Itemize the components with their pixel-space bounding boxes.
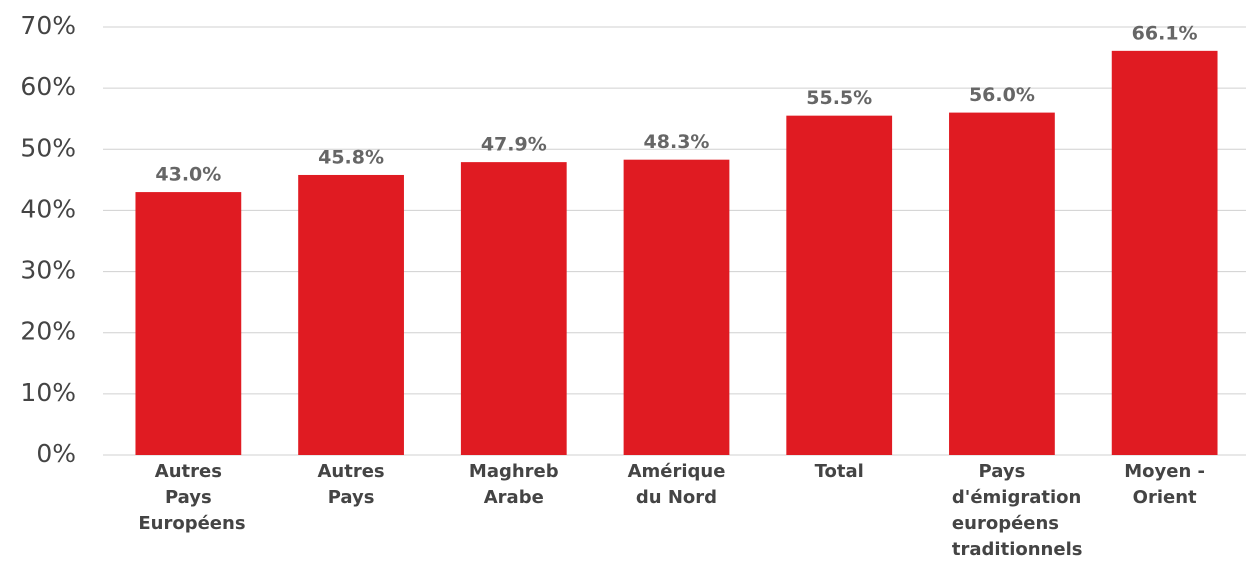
y-tick-label: 30% [20,256,76,285]
value-label: 45.8% [318,146,384,168]
y-tick-label: 10% [20,378,76,407]
bar [786,115,893,456]
y-tick-label: 60% [20,72,76,101]
bar [949,112,1055,455]
x-tick-label: Autres Pays [317,461,385,508]
x-tick-label: Amérique du Nord [627,461,726,508]
value-label: 47.9% [481,134,547,156]
y-tick-label: 0% [36,439,76,468]
bar [623,159,730,455]
y-tick-label: 50% [20,133,76,162]
x-tick-label: Moyen -Orient [1124,461,1206,508]
bar [298,174,404,456]
bar [1111,50,1218,456]
value-label: 56.0% [969,84,1035,106]
x-tick-label: Autres Pays Européens [138,461,246,534]
y-tick-label: 40% [20,194,76,223]
x-tick-label: Pays d'émigration européens traditionnel… [951,461,1083,560]
value-label: 43.0% [155,164,221,186]
bar [460,162,567,455]
x-tick-label: Maghreb Arabe [468,461,559,508]
value-label: 55.5% [806,87,872,109]
bar [135,192,242,456]
x-tick-label: Total [814,461,864,482]
y-tick-label: 20% [20,317,76,346]
value-label: 66.1% [1132,22,1198,44]
value-label: 48.3% [644,131,710,153]
y-tick-label: 70% [20,11,76,40]
